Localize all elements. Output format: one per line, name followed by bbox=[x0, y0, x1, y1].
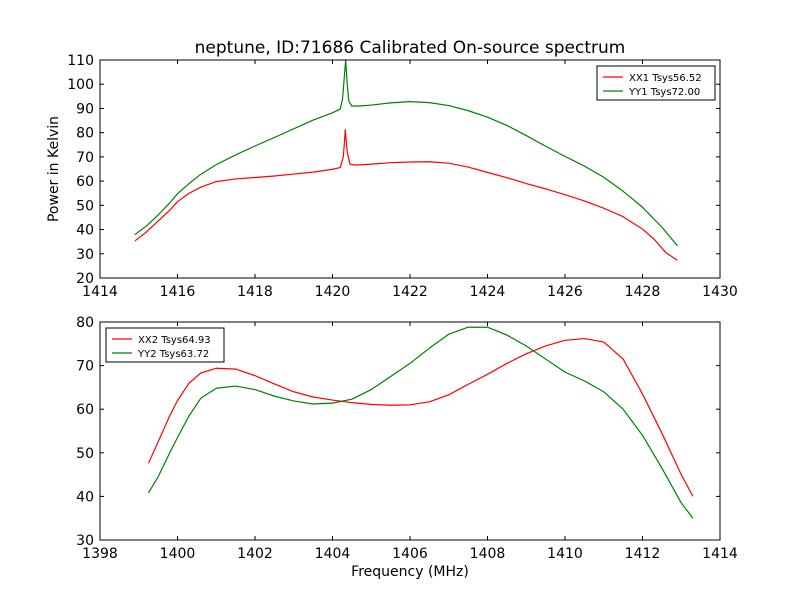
bottom-x-tick-label: 1410 bbox=[547, 546, 583, 562]
bottom-series-line-2 bbox=[147, 326, 694, 519]
top-y-tick-label: 80 bbox=[76, 126, 94, 142]
bottom-legend-label-2: YY2 Tsys63.72 bbox=[137, 349, 209, 360]
bottom-x-tick-label: 1398 bbox=[82, 546, 118, 562]
top-x-tick-label: 1414 bbox=[82, 284, 118, 300]
bottom-x-tick-label: 1412 bbox=[625, 546, 661, 562]
bottom-y-tick-label: 40 bbox=[76, 489, 94, 505]
top-x-tick-label: 1430 bbox=[702, 284, 738, 300]
top-series-line-2 bbox=[134, 59, 678, 247]
top-y-tick-label: 20 bbox=[76, 271, 94, 287]
top-y-tick-label: 40 bbox=[76, 223, 94, 239]
top-legend-box bbox=[596, 65, 716, 101]
bottom-y-tick-label: 70 bbox=[76, 359, 94, 375]
bottom-x-tick-label: 1400 bbox=[160, 546, 196, 562]
bottom-x-tick-label: 1414 bbox=[702, 546, 738, 562]
bottom-series-lines bbox=[147, 326, 694, 519]
top-x-tick-label: 1424 bbox=[470, 284, 506, 300]
bottom-legend: XX2 Tsys64.93 YY2 Tsys63.72 bbox=[105, 327, 225, 363]
top-y-tick-label: 100 bbox=[67, 77, 94, 93]
bottom-x-tick-label: 1402 bbox=[237, 546, 273, 562]
top-x-tick-label: 1416 bbox=[160, 284, 196, 300]
top-y-tick-label: 60 bbox=[76, 174, 94, 190]
top-axis-ticks: 1414 1416 1418 1420 1422 1424 1426 1428 1430 20 30… bbox=[67, 53, 738, 300]
bottom-y-tick-label: 80 bbox=[76, 315, 94, 331]
top-y-tick-label: 50 bbox=[76, 198, 94, 214]
top-legend-label-2: YY1 Tsys72.00 bbox=[628, 87, 700, 98]
top-series-line-1 bbox=[134, 129, 678, 261]
bottom-x-tick-label: 1404 bbox=[315, 546, 351, 562]
top-spectrum-panel: 1414 1416 1418 1420 1422 1424 1426 1428 1430 20 30… bbox=[67, 53, 738, 300]
x-axis-label: Frequency (MHz) bbox=[351, 564, 469, 580]
figure-title: neptune, ID:71686 Calibrated On-source s… bbox=[195, 38, 626, 58]
bottom-x-tick-label: 1406 bbox=[392, 546, 428, 562]
top-x-tick-label: 1426 bbox=[547, 284, 583, 300]
bottom-legend-box bbox=[105, 327, 225, 363]
top-x-tick-label: 1422 bbox=[392, 284, 428, 300]
top-x-tick-label: 1420 bbox=[315, 284, 351, 300]
top-legend: XX1 Tsys56.52 YY1 Tsys72.00 bbox=[596, 65, 716, 101]
bottom-series-line-1 bbox=[147, 337, 694, 497]
top-legend-label-1: XX1 Tsys56.52 bbox=[629, 73, 702, 84]
bottom-legend-label-1: XX2 Tsys64.93 bbox=[138, 335, 211, 346]
bottom-axis-ticks: 1398 1400 1402 1404 1406 1408 1410 1412 1414 30 40… bbox=[76, 315, 738, 562]
bottom-y-tick-label: 30 bbox=[76, 533, 94, 549]
bottom-x-tick-label: 1408 bbox=[470, 546, 506, 562]
y-axis-label: Power in Kelvin bbox=[46, 116, 62, 222]
top-x-tick-label: 1418 bbox=[237, 284, 273, 300]
bottom-y-tick-label: 60 bbox=[76, 402, 94, 418]
top-x-tick-label: 1428 bbox=[625, 284, 661, 300]
top-y-tick-label: 90 bbox=[76, 101, 94, 117]
top-y-tick-label: 110 bbox=[67, 53, 94, 69]
bottom-y-tick-label: 50 bbox=[76, 446, 94, 462]
top-series-lines bbox=[134, 59, 678, 261]
bottom-spectrum-panel: 1398 1400 1402 1404 1406 1408 1410 1412 1414 30 40… bbox=[76, 315, 738, 562]
top-y-tick-label: 70 bbox=[76, 150, 94, 166]
top-y-tick-label: 30 bbox=[76, 247, 94, 263]
